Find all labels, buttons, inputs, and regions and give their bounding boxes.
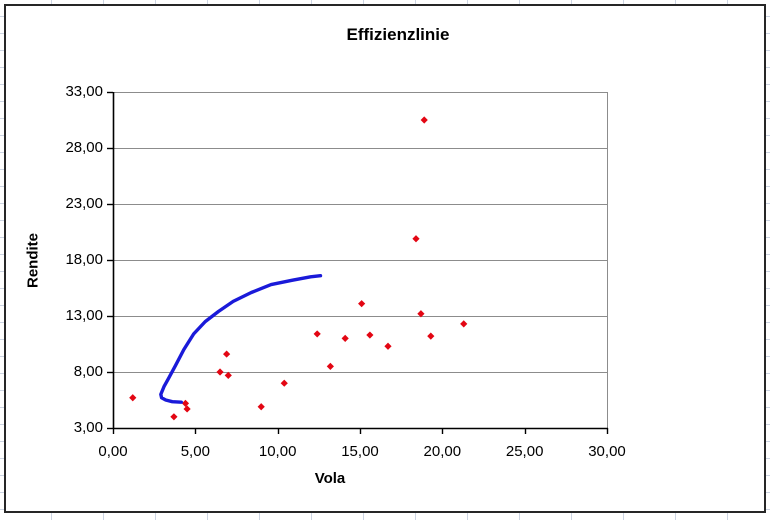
data-point-marker[interactable] bbox=[129, 394, 137, 402]
data-point-marker[interactable] bbox=[460, 320, 468, 328]
x-tick-label: 20,00 bbox=[423, 443, 462, 460]
data-point-marker[interactable] bbox=[280, 379, 288, 387]
data-point-marker[interactable] bbox=[224, 371, 232, 379]
data-point-marker[interactable] bbox=[223, 350, 231, 358]
data-point-marker[interactable] bbox=[216, 368, 224, 376]
efficiency-frontier-line[interactable] bbox=[159, 274, 323, 404]
data-point-marker[interactable] bbox=[366, 331, 374, 339]
x-tick-label: 15,00 bbox=[341, 443, 379, 460]
data-point-marker[interactable] bbox=[313, 330, 321, 338]
data-point-marker[interactable] bbox=[384, 342, 392, 350]
data-point-marker[interactable] bbox=[358, 300, 366, 308]
data-point-marker[interactable] bbox=[427, 332, 435, 340]
y-tick-label: 3,00 bbox=[73, 419, 103, 436]
data-point-marker[interactable] bbox=[326, 362, 334, 370]
y-tick-label: 8,00 bbox=[73, 363, 103, 380]
x-tick-label: 30,00 bbox=[588, 443, 626, 460]
y-tick-label: 28,00 bbox=[65, 139, 103, 156]
data-point-marker[interactable] bbox=[181, 399, 190, 407]
x-tick-label: 25,00 bbox=[505, 443, 544, 460]
x-axis-title: Vola bbox=[314, 470, 346, 487]
data-point-marker[interactable] bbox=[417, 310, 425, 318]
data-point-marker[interactable] bbox=[412, 235, 420, 243]
x-tick-label: 0,00 bbox=[98, 443, 128, 460]
chart-title: Effizienzlinie bbox=[346, 25, 450, 44]
y-tick-label: 13,00 bbox=[65, 307, 103, 324]
data-point-marker[interactable] bbox=[420, 116, 428, 124]
y-tick-label: 18,00 bbox=[65, 251, 103, 268]
x-tick-label: 5,00 bbox=[180, 443, 210, 460]
y-tick-label: 23,00 bbox=[65, 195, 103, 212]
x-tick-label: 10,00 bbox=[258, 443, 297, 460]
data-point-marker[interactable] bbox=[183, 405, 191, 413]
data-point-marker[interactable] bbox=[341, 334, 349, 342]
data-point-marker[interactable] bbox=[257, 403, 265, 411]
y-tick-label: 33,00 bbox=[65, 83, 103, 100]
data-point-marker[interactable] bbox=[170, 413, 178, 421]
